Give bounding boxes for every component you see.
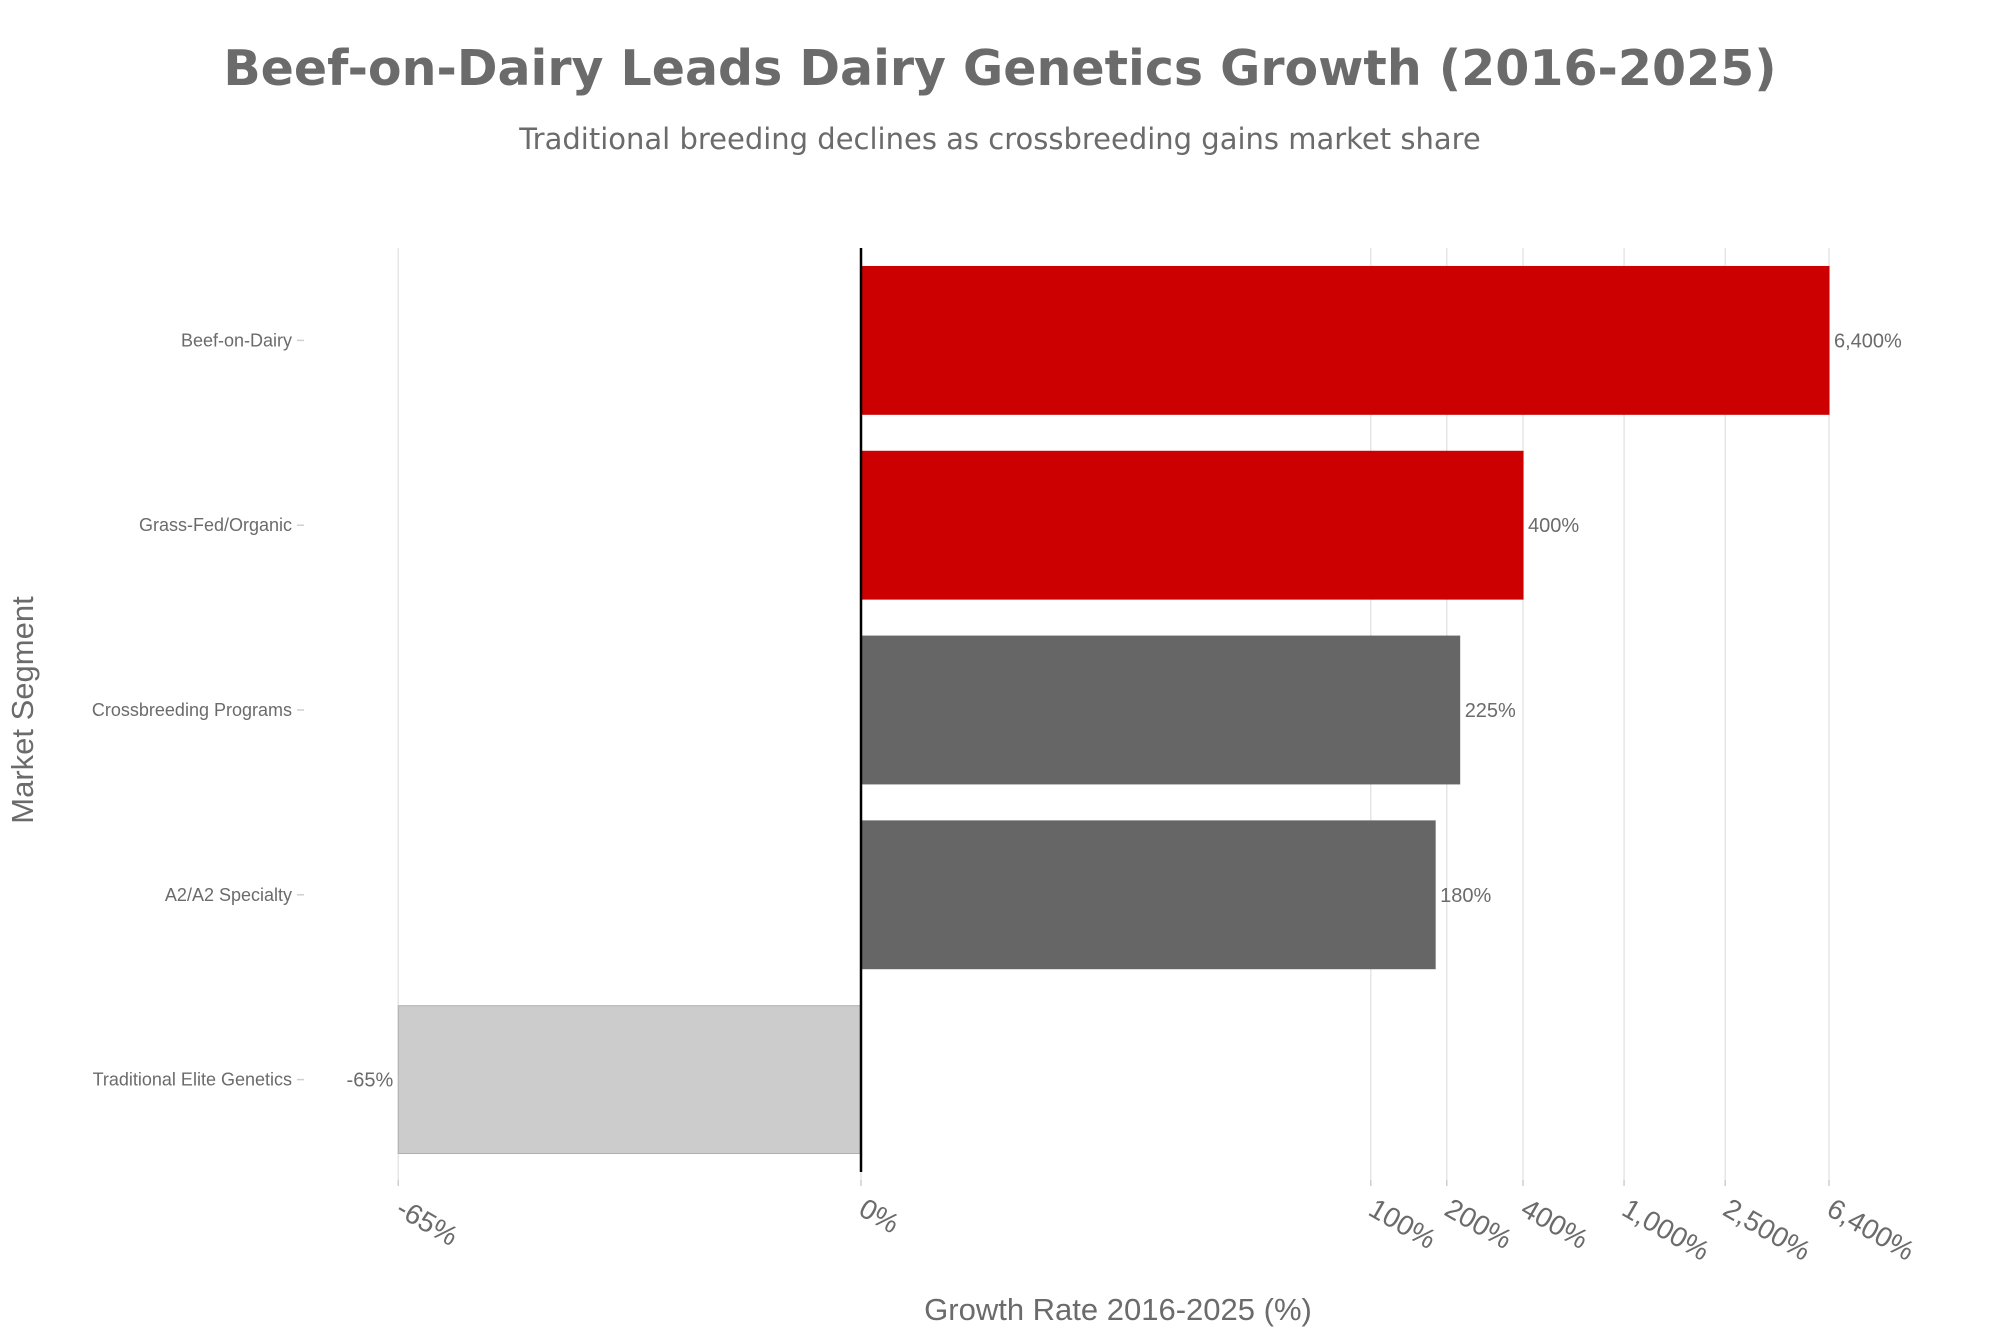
x-tick-label: 100% bbox=[1364, 1192, 1442, 1255]
x-tick-label: 1,000% bbox=[1617, 1192, 1715, 1266]
chart-title: Beef-on-Dairy Leads Dairy Genetics Growt… bbox=[223, 40, 1777, 97]
value-label: 400% bbox=[1528, 515, 1579, 537]
labels: 6,400% Beef-on-Dairy 400% Grass-Fed/Organic… bbox=[92, 330, 1902, 1091]
x-tick-label: 2,500% bbox=[1718, 1192, 1816, 1266]
bar-a2-a2-specialty bbox=[860, 820, 1436, 970]
bar-crossbreeding-programs bbox=[860, 635, 1461, 785]
chart-subtitle: Traditional breeding declines as crossbr… bbox=[519, 122, 1481, 156]
category-label: Beef-on-Dairy bbox=[181, 330, 292, 350]
y-axis-title: Market Segment bbox=[5, 596, 40, 824]
category-label: A2/A2 Specialty bbox=[165, 885, 292, 905]
value-label: 6,400% bbox=[1834, 330, 1902, 352]
x-tick-label: 400% bbox=[1516, 1192, 1594, 1255]
value-label: 225% bbox=[1465, 700, 1516, 722]
x-tick-label: 6,400% bbox=[1822, 1192, 1920, 1266]
x-tick-label: 0% bbox=[854, 1192, 905, 1239]
category-label: Crossbreeding Programs bbox=[92, 700, 292, 720]
value-label: -65% bbox=[347, 1070, 394, 1092]
category-label: Traditional Elite Genetics bbox=[93, 1070, 292, 1090]
x-axis-title: Growth Rate 2016-2025 (%) bbox=[924, 1292, 1312, 1327]
value-label: 180% bbox=[1440, 885, 1491, 907]
bars bbox=[397, 265, 1830, 1155]
x-tick-label: -65% bbox=[391, 1192, 463, 1252]
bar-grass-fed-organic bbox=[860, 450, 1524, 600]
bar-beef-on-dairy bbox=[860, 265, 1830, 415]
x-tick-label: 200% bbox=[1440, 1192, 1518, 1255]
category-label: Grass-Fed/Organic bbox=[139, 515, 292, 535]
bar-traditional-elite-genetics bbox=[397, 1005, 862, 1155]
